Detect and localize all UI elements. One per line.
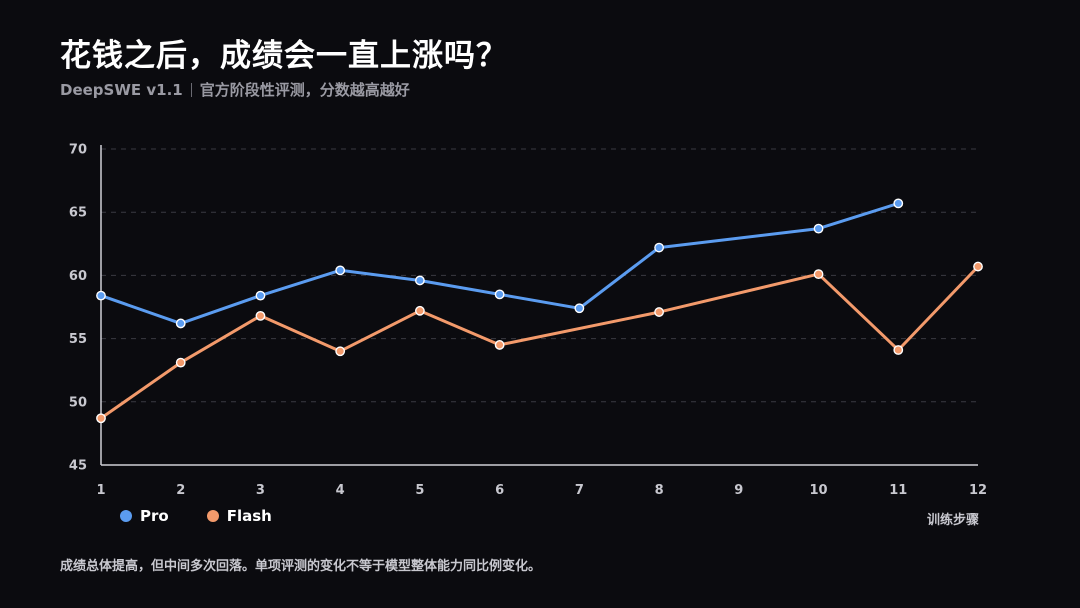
x-tick-label: 11 bbox=[889, 483, 907, 498]
y-tick-label: 55 bbox=[69, 332, 87, 347]
y-tick-label: 60 bbox=[69, 269, 87, 284]
data-point-flash bbox=[494, 340, 505, 350]
data-point-flash bbox=[255, 310, 266, 321]
x-tick-label: 10 bbox=[809, 483, 827, 498]
data-point-flash bbox=[175, 357, 186, 368]
subtitle: DeepSWE v1.1 官方阶段性评测，分数越高越好 bbox=[60, 79, 410, 100]
x-tick-label: 3 bbox=[256, 483, 265, 498]
data-point-pro bbox=[494, 289, 505, 300]
axes bbox=[100, 145, 978, 466]
x-axis-label: 训练步骤 bbox=[926, 513, 979, 528]
x-tick-label: 8 bbox=[655, 483, 664, 498]
y-tick-labels: 45 50 55 60 65 70 bbox=[69, 143, 87, 474]
legend-label: Pro bbox=[140, 507, 169, 525]
x-tick-labels: 1 2 3 4 5 6 7 8 9 10 11 12 bbox=[96, 483, 987, 498]
data-point-pro bbox=[96, 290, 106, 301]
x-tick-label: 5 bbox=[415, 483, 424, 498]
subtitle-brand: DeepSWE v1.1 bbox=[60, 81, 183, 99]
y-tick-label: 65 bbox=[69, 206, 87, 221]
data-point-pro bbox=[335, 265, 346, 276]
legend: Pro Flash bbox=[120, 507, 272, 525]
data-point-flash bbox=[813, 269, 824, 280]
data-point-flash bbox=[96, 413, 106, 424]
data-point-flash bbox=[973, 261, 983, 272]
x-tick-label: 4 bbox=[336, 483, 345, 498]
y-tick-label: 45 bbox=[69, 459, 87, 474]
data-point-flash bbox=[893, 345, 904, 355]
data-point-pro bbox=[415, 275, 425, 286]
data-point-pro bbox=[654, 242, 664, 253]
legend-label: Flash bbox=[226, 507, 272, 525]
y-tick-label: 50 bbox=[69, 395, 87, 410]
legend-swatch bbox=[120, 510, 132, 522]
data-point-pro bbox=[813, 223, 824, 234]
grid-lines bbox=[101, 148, 978, 403]
x-tick-label: 2 bbox=[176, 483, 185, 498]
data-point-pro bbox=[574, 303, 585, 314]
legend-swatch bbox=[206, 510, 219, 522]
data-point-flash bbox=[335, 346, 346, 357]
x-tick-label: 7 bbox=[575, 483, 584, 498]
legend-item-flash: Flash bbox=[206, 507, 272, 525]
x-tick-label: 12 bbox=[969, 483, 987, 498]
data-point-pro bbox=[893, 198, 904, 209]
data-point-pro bbox=[175, 318, 186, 329]
series-line-pro bbox=[99, 201, 900, 325]
data-point-flash bbox=[415, 305, 425, 316]
subtitle-divider bbox=[190, 83, 192, 97]
series-line-flash bbox=[99, 265, 980, 420]
series-lines bbox=[96, 198, 983, 424]
data-point-pro bbox=[255, 290, 266, 301]
x-tick-label: 6 bbox=[495, 483, 504, 498]
x-tick-label: 9 bbox=[734, 483, 743, 498]
footnote: 成绩总体提高，但中间多次回落。单项评测的变化不等于模型整体能力同比例变化。 bbox=[60, 559, 542, 574]
subtitle-text: 官方阶段性评测，分数越高越好 bbox=[199, 81, 410, 99]
y-tick-label: 70 bbox=[69, 143, 87, 158]
page-title: 花钱之后，成绩会一直上涨吗？ bbox=[60, 38, 508, 74]
data-point-flash bbox=[654, 307, 664, 317]
x-tick-label: 1 bbox=[96, 483, 105, 498]
legend-item-pro: Pro bbox=[120, 507, 169, 525]
